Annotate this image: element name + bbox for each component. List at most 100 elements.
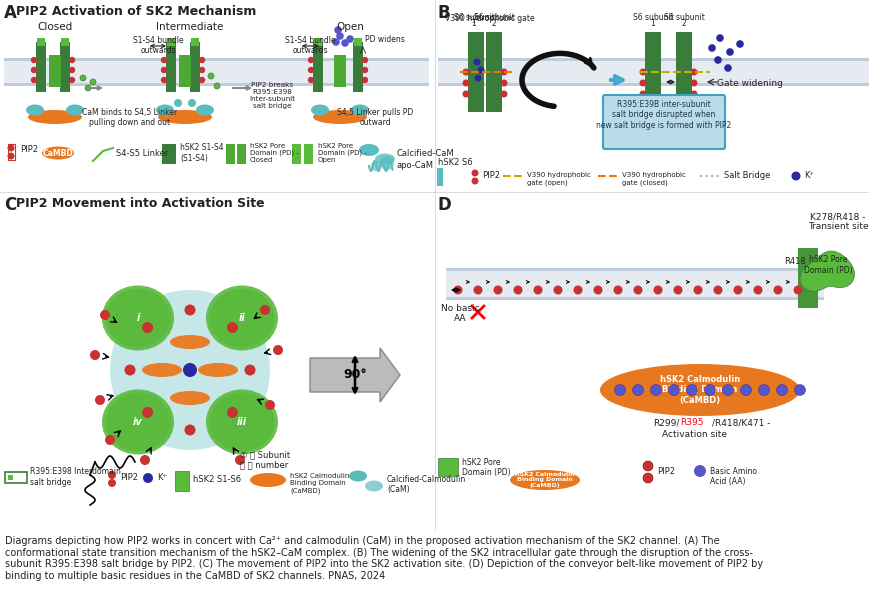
Circle shape bbox=[573, 286, 582, 295]
Bar bbox=[61, 38, 69, 46]
Text: S4,5 Linker pulls PD
outward: S4,5 Linker pulls PD outward bbox=[336, 108, 413, 128]
Text: C: C bbox=[4, 196, 17, 214]
Text: Open: Open bbox=[335, 22, 363, 32]
Text: Closed: Closed bbox=[37, 22, 72, 32]
Ellipse shape bbox=[42, 147, 74, 159]
Text: Calcified-Calmodulin
(CaM): Calcified-Calmodulin (CaM) bbox=[387, 475, 466, 494]
Circle shape bbox=[471, 177, 478, 184]
Circle shape bbox=[8, 153, 15, 159]
Ellipse shape bbox=[142, 363, 182, 377]
Circle shape bbox=[513, 286, 522, 295]
Ellipse shape bbox=[313, 110, 367, 124]
Bar bbox=[60, 42, 70, 92]
Text: R395:E398 Interdomain
salt bridge: R395:E398 Interdomain salt bridge bbox=[30, 467, 121, 487]
FancyBboxPatch shape bbox=[602, 95, 724, 149]
Bar bbox=[437, 58, 869, 61]
Bar bbox=[189, 42, 200, 92]
Text: CaM binds to S4,5 Linker
pulling down and out: CaM binds to S4,5 Linker pulling down an… bbox=[83, 108, 177, 128]
Text: R395:E39B inter-subunit
salt bridge disrupted when
new salt bridge is formed wit: R395:E39B inter-subunit salt bridge disr… bbox=[595, 100, 731, 130]
Circle shape bbox=[260, 305, 269, 315]
Circle shape bbox=[462, 68, 469, 75]
Bar bbox=[36, 42, 46, 92]
Circle shape bbox=[776, 385, 786, 395]
Circle shape bbox=[95, 395, 105, 405]
Bar bbox=[313, 42, 322, 92]
Ellipse shape bbox=[105, 393, 170, 451]
Bar bbox=[49, 55, 61, 87]
Text: hSK2 S1-S6: hSK2 S1-S6 bbox=[193, 476, 241, 485]
Text: hSK2 Calmodulin
Binding Domain
(CaMBD): hSK2 Calmodulin Binding Domain (CaMBD) bbox=[289, 473, 349, 494]
Circle shape bbox=[713, 286, 721, 295]
Text: i: i bbox=[136, 313, 140, 323]
Circle shape bbox=[69, 57, 75, 63]
Circle shape bbox=[8, 144, 15, 152]
Circle shape bbox=[723, 64, 731, 72]
Bar bbox=[167, 38, 175, 46]
Text: R418: R418 bbox=[783, 258, 805, 267]
Bar bbox=[303, 144, 313, 164]
Circle shape bbox=[500, 68, 507, 75]
Circle shape bbox=[453, 286, 462, 295]
Circle shape bbox=[346, 35, 354, 43]
Text: A: A bbox=[4, 4, 17, 22]
Text: D: D bbox=[437, 196, 451, 214]
Text: Calcified-CaM: Calcified-CaM bbox=[396, 149, 454, 158]
Text: Intermediate: Intermediate bbox=[156, 22, 223, 32]
Bar bbox=[446, 268, 823, 271]
Text: hSK2 Pore
Domain (PD): hSK2 Pore Domain (PD) bbox=[803, 255, 852, 275]
Ellipse shape bbox=[102, 286, 174, 350]
Text: PIP2: PIP2 bbox=[656, 467, 674, 476]
Text: 1: 1 bbox=[650, 19, 654, 28]
Circle shape bbox=[265, 400, 275, 410]
Circle shape bbox=[477, 66, 484, 74]
Circle shape bbox=[593, 286, 602, 295]
Text: /R418/K471 -: /R418/K471 - bbox=[711, 418, 770, 427]
Ellipse shape bbox=[350, 104, 368, 116]
Ellipse shape bbox=[26, 104, 44, 116]
Circle shape bbox=[632, 385, 643, 395]
Circle shape bbox=[90, 350, 100, 360]
Circle shape bbox=[493, 286, 502, 295]
Circle shape bbox=[199, 57, 205, 63]
Text: apo-CaM: apo-CaM bbox=[396, 162, 434, 171]
Circle shape bbox=[161, 57, 167, 63]
Circle shape bbox=[174, 99, 182, 107]
Bar bbox=[437, 458, 457, 476]
Bar bbox=[797, 248, 817, 308]
Bar bbox=[354, 38, 362, 46]
Circle shape bbox=[733, 286, 741, 295]
Text: PIP2: PIP2 bbox=[481, 171, 500, 180]
Text: iii: iii bbox=[236, 417, 247, 427]
Bar bbox=[644, 32, 660, 112]
Circle shape bbox=[686, 385, 697, 395]
Ellipse shape bbox=[102, 389, 174, 455]
Circle shape bbox=[105, 435, 115, 445]
Bar bbox=[191, 38, 199, 46]
Ellipse shape bbox=[375, 153, 395, 165]
Text: 2: 2 bbox=[680, 19, 686, 28]
Bar bbox=[4, 58, 428, 61]
Text: hSK2 Pore
Domain (PD) -
Closed: hSK2 Pore Domain (PD) - Closed bbox=[249, 143, 299, 164]
Text: V390 hydrophobic gate: V390 hydrophobic gate bbox=[445, 14, 534, 23]
Circle shape bbox=[653, 286, 661, 295]
Text: hSK2 S6: hSK2 S6 bbox=[437, 158, 472, 167]
Text: S4-S5 Linker: S4-S5 Linker bbox=[116, 149, 169, 158]
Circle shape bbox=[553, 286, 562, 295]
Text: hSK2 Calmodulin
Binding Domain
(CaMBD): hSK2 Calmodulin Binding Domain (CaMBD) bbox=[514, 471, 574, 488]
Circle shape bbox=[370, 161, 381, 171]
Bar bbox=[797, 248, 817, 308]
Circle shape bbox=[642, 461, 653, 471]
Circle shape bbox=[362, 77, 368, 83]
Text: K⁺: K⁺ bbox=[803, 171, 813, 180]
Bar bbox=[446, 268, 823, 300]
Circle shape bbox=[30, 67, 37, 73]
Bar bbox=[353, 42, 362, 92]
Text: PIP2 breaks
R395:E398
Inter-subunit
salt bridge: PIP2 breaks R395:E398 Inter-subunit salt… bbox=[249, 82, 295, 109]
Circle shape bbox=[188, 99, 196, 107]
Text: K⁺: K⁺ bbox=[156, 473, 167, 483]
Circle shape bbox=[184, 425, 196, 435]
Circle shape bbox=[142, 322, 153, 333]
Text: S6 subunit: S6 subunit bbox=[663, 13, 704, 22]
Circle shape bbox=[335, 32, 343, 40]
Circle shape bbox=[124, 365, 136, 376]
